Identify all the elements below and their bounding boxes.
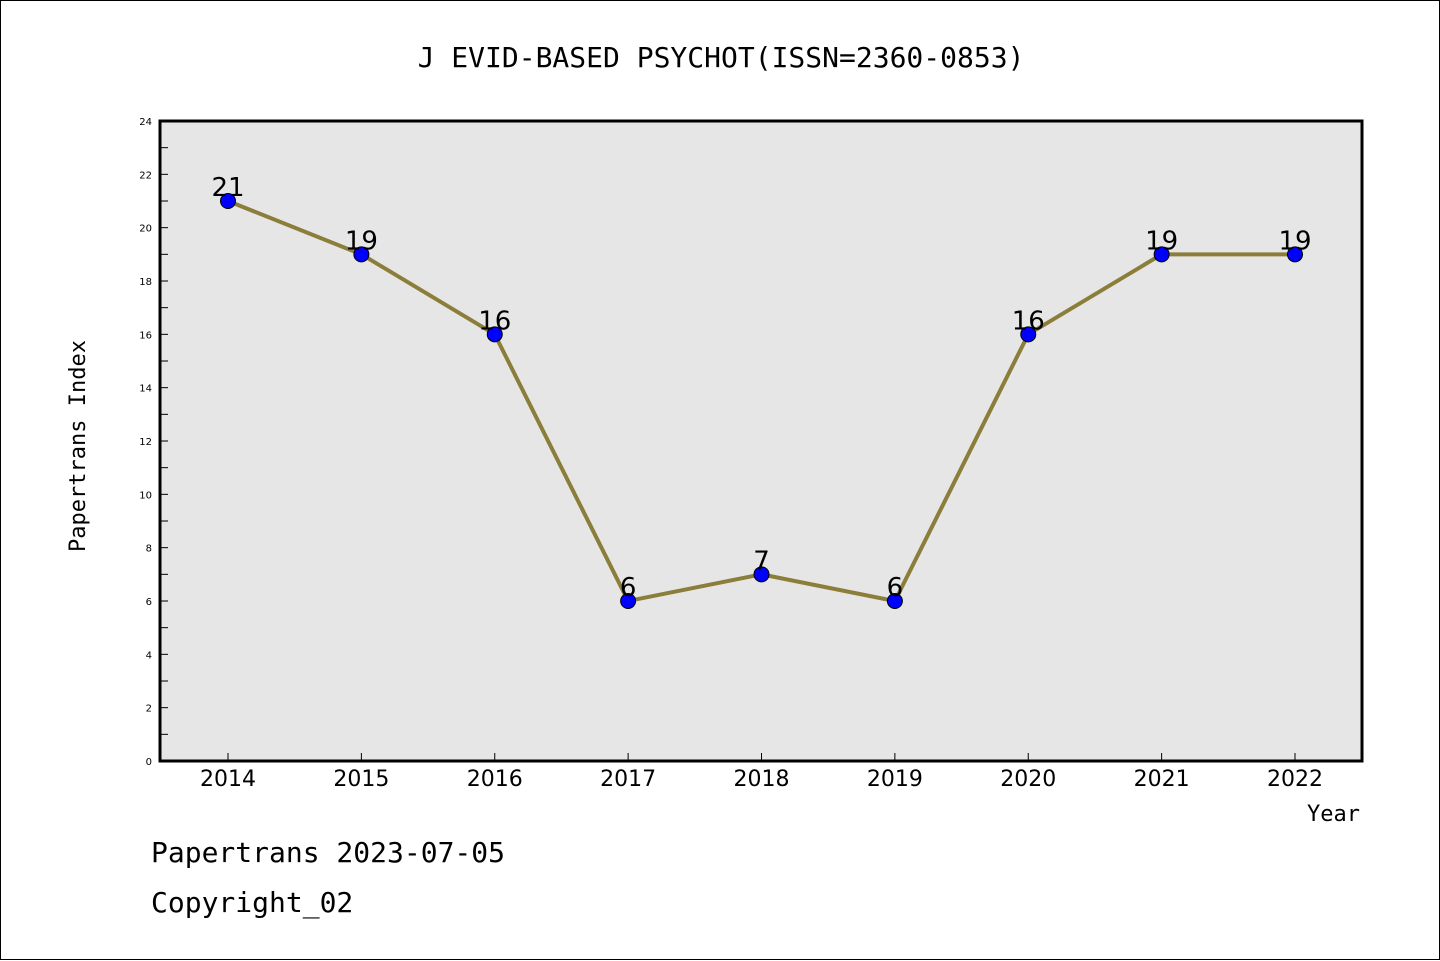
data-points (220, 193, 1303, 609)
y-tick-label-1: 2 (146, 704, 152, 715)
x-tick-label-5: 2019 (867, 767, 923, 792)
data-label-2016: 16 (478, 306, 511, 336)
y-tick-label-11: 22 (139, 170, 152, 181)
data-point-2019 (886, 593, 903, 609)
data-label-2015: 19 (345, 226, 378, 256)
data-point-2015 (353, 246, 370, 263)
x-tick-label-4: 2018 (734, 767, 790, 792)
data-label-2019: 6 (887, 573, 904, 603)
data-point-2022 (1287, 246, 1303, 263)
data-point-2017 (620, 593, 637, 609)
y-tick-label-0: 0 (146, 757, 152, 768)
data-label-2021: 19 (1145, 226, 1178, 256)
y-tick-label-6: 12 (139, 437, 152, 448)
data-point-2018 (753, 566, 770, 583)
data-point-2021 (1153, 246, 1170, 263)
x-tick-label-3: 2017 (600, 767, 656, 792)
y-tick-label-5: 10 (139, 490, 152, 501)
x-tick-label-6: 2020 (1000, 767, 1056, 792)
data-label-2017: 6 (620, 573, 637, 603)
data-point-2016 (486, 326, 503, 343)
y-tick-label-8: 16 (139, 330, 152, 341)
data-point-2014 (220, 193, 236, 209)
chart-title: J EVID-BASED PSYCHOT(ISSN=2360-0853) (418, 41, 1025, 74)
x-tick-label-8: 2022 (1267, 767, 1323, 792)
y-tick-label-10: 20 (139, 224, 152, 235)
y-tick-label-7: 14 (139, 384, 152, 395)
x-tick-label-7: 2021 (1134, 767, 1190, 792)
footer-copyright: Copyright_02 (151, 886, 354, 919)
x-tick-label-0: 2014 (200, 767, 256, 792)
y-tick-label-9: 18 (139, 277, 152, 288)
x-tick-label-1: 2015 (333, 767, 389, 792)
x-axis: 2014 2015 2016 2017 2018 2019 2020 2021 2022 (200, 753, 1323, 792)
y-tick-label-3: 6 (146, 597, 152, 608)
plot-area (158, 119, 1364, 763)
data-label-2020: 16 (1012, 306, 1045, 336)
y-tick-label-4: 8 (146, 544, 152, 555)
x-tick-label-2: 2016 (467, 767, 523, 792)
data-label-2014: 21 (211, 173, 244, 203)
footer-date: Papertrans 2023-07-05 (151, 836, 506, 869)
y-tick-label-12: 24 (139, 117, 152, 128)
data-labels: 21 19 16 6 7 6 16 19 19 (211, 173, 1311, 603)
x-axis-label: Year (1307, 802, 1360, 827)
data-point-2020 (1020, 326, 1037, 343)
data-label-2022: 19 (1278, 226, 1311, 256)
data-label-2018: 7 (753, 546, 770, 576)
y-axis-label: Papertrans Index (66, 340, 91, 552)
y-tick-label-2: 4 (146, 650, 152, 661)
